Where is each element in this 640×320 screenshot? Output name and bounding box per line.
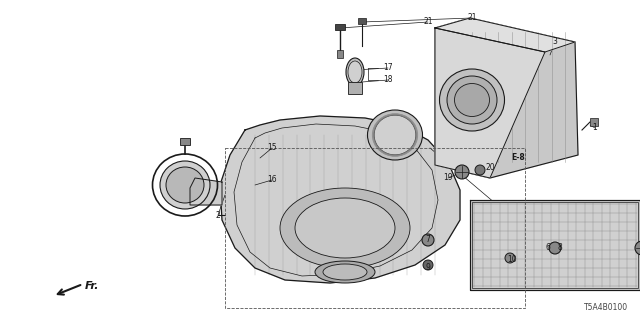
Text: 18: 18: [383, 76, 393, 84]
Ellipse shape: [315, 261, 375, 283]
Ellipse shape: [505, 253, 515, 263]
Text: 20: 20: [485, 164, 495, 172]
Ellipse shape: [166, 167, 204, 203]
Bar: [337, 50, 343, 58]
Text: 1: 1: [593, 124, 597, 132]
Ellipse shape: [367, 110, 422, 160]
Text: 3: 3: [552, 37, 557, 46]
Bar: [180, 138, 190, 145]
Text: 19: 19: [443, 173, 453, 182]
Bar: [225, 148, 525, 308]
Text: Fr.: Fr.: [85, 281, 99, 291]
Polygon shape: [435, 18, 575, 52]
Bar: [470, 200, 640, 290]
Polygon shape: [220, 116, 460, 283]
Text: 9: 9: [426, 263, 431, 273]
Bar: [590, 118, 598, 126]
Text: 17: 17: [383, 63, 393, 73]
Bar: [472, 202, 638, 288]
Ellipse shape: [280, 188, 410, 268]
Ellipse shape: [475, 165, 485, 175]
Text: 6: 6: [545, 244, 550, 252]
Text: T5A4B0100: T5A4B0100: [584, 303, 628, 312]
Ellipse shape: [423, 260, 433, 270]
Bar: [335, 24, 345, 30]
Ellipse shape: [323, 264, 367, 280]
Ellipse shape: [454, 84, 490, 116]
Text: 8: 8: [557, 244, 563, 252]
Ellipse shape: [346, 58, 364, 86]
Ellipse shape: [295, 198, 395, 258]
Ellipse shape: [549, 242, 561, 254]
Ellipse shape: [455, 165, 469, 179]
Ellipse shape: [160, 161, 210, 209]
Text: 7: 7: [426, 236, 431, 244]
Ellipse shape: [422, 234, 434, 246]
Text: 2: 2: [216, 211, 220, 220]
Polygon shape: [435, 28, 545, 178]
Ellipse shape: [348, 61, 362, 83]
Polygon shape: [190, 178, 222, 205]
Text: 21: 21: [423, 18, 433, 27]
Text: 15: 15: [267, 143, 277, 153]
Bar: [358, 18, 366, 24]
Text: 10: 10: [507, 255, 517, 265]
Ellipse shape: [447, 76, 497, 124]
Bar: [348, 82, 362, 94]
Text: 21: 21: [467, 13, 477, 22]
Text: E-8: E-8: [511, 154, 525, 163]
Text: 16: 16: [267, 175, 277, 185]
Polygon shape: [435, 18, 578, 178]
Ellipse shape: [440, 69, 504, 131]
Ellipse shape: [374, 115, 416, 155]
Ellipse shape: [635, 241, 640, 255]
